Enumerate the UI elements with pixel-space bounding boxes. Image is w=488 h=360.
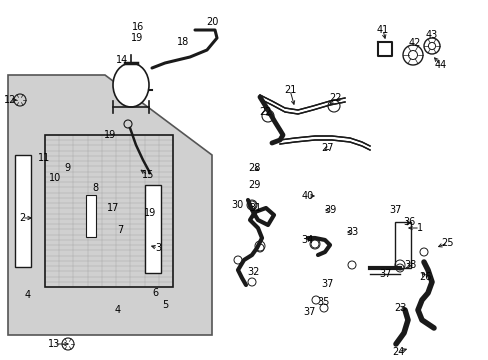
Polygon shape <box>8 75 212 335</box>
Bar <box>45 135 173 287</box>
Text: 12: 12 <box>4 95 16 105</box>
Text: 34: 34 <box>300 235 312 245</box>
Text: 41: 41 <box>376 25 388 35</box>
Text: 42: 42 <box>408 38 420 48</box>
Text: 43: 43 <box>425 30 437 40</box>
Text: 17: 17 <box>106 203 119 213</box>
Text: 38: 38 <box>403 260 415 270</box>
Text: 7: 7 <box>117 225 123 235</box>
Text: 4: 4 <box>25 290 31 300</box>
Text: 19: 19 <box>103 130 116 140</box>
Text: 24: 24 <box>391 347 404 357</box>
Text: 9: 9 <box>64 163 70 173</box>
Text: 22: 22 <box>258 107 271 117</box>
Text: 8: 8 <box>92 183 98 193</box>
Text: 23: 23 <box>393 303 406 313</box>
Text: 16: 16 <box>132 22 144 32</box>
Text: 3: 3 <box>155 243 161 253</box>
Bar <box>15 155 31 267</box>
Text: 19: 19 <box>143 208 156 218</box>
Text: 40: 40 <box>301 191 313 201</box>
Text: 25: 25 <box>441 238 453 248</box>
Text: 30: 30 <box>230 200 243 210</box>
Text: 4: 4 <box>115 305 121 315</box>
Text: 10: 10 <box>49 173 61 183</box>
Text: 32: 32 <box>247 267 260 277</box>
Text: 37: 37 <box>303 307 316 317</box>
Bar <box>394 222 410 268</box>
Bar <box>86 195 96 237</box>
Text: 27: 27 <box>321 143 334 153</box>
Text: 31: 31 <box>248 203 261 213</box>
Text: 18: 18 <box>177 37 189 47</box>
Text: 33: 33 <box>345 227 357 237</box>
Ellipse shape <box>113 63 149 107</box>
Text: 37: 37 <box>378 269 390 279</box>
Text: 21: 21 <box>283 85 296 95</box>
Text: 13: 13 <box>48 339 60 349</box>
Text: 35: 35 <box>316 297 328 307</box>
Text: 2: 2 <box>19 213 25 223</box>
Text: 22: 22 <box>328 93 341 103</box>
Text: 19: 19 <box>131 33 143 43</box>
Text: 5: 5 <box>162 300 168 310</box>
Text: 15: 15 <box>142 170 154 180</box>
Text: 1: 1 <box>416 223 422 233</box>
Bar <box>145 185 161 273</box>
Text: 28: 28 <box>247 163 260 173</box>
Text: 37: 37 <box>388 205 400 215</box>
Text: 26: 26 <box>418 272 430 282</box>
Text: 20: 20 <box>205 17 218 27</box>
Text: 44: 44 <box>434 60 446 70</box>
Text: 36: 36 <box>402 217 414 227</box>
Text: 37: 37 <box>321 279 333 289</box>
Text: 6: 6 <box>152 288 158 298</box>
Text: 29: 29 <box>247 180 260 190</box>
Text: 11: 11 <box>38 153 50 163</box>
Text: 39: 39 <box>323 205 335 215</box>
Text: 14: 14 <box>116 55 128 65</box>
